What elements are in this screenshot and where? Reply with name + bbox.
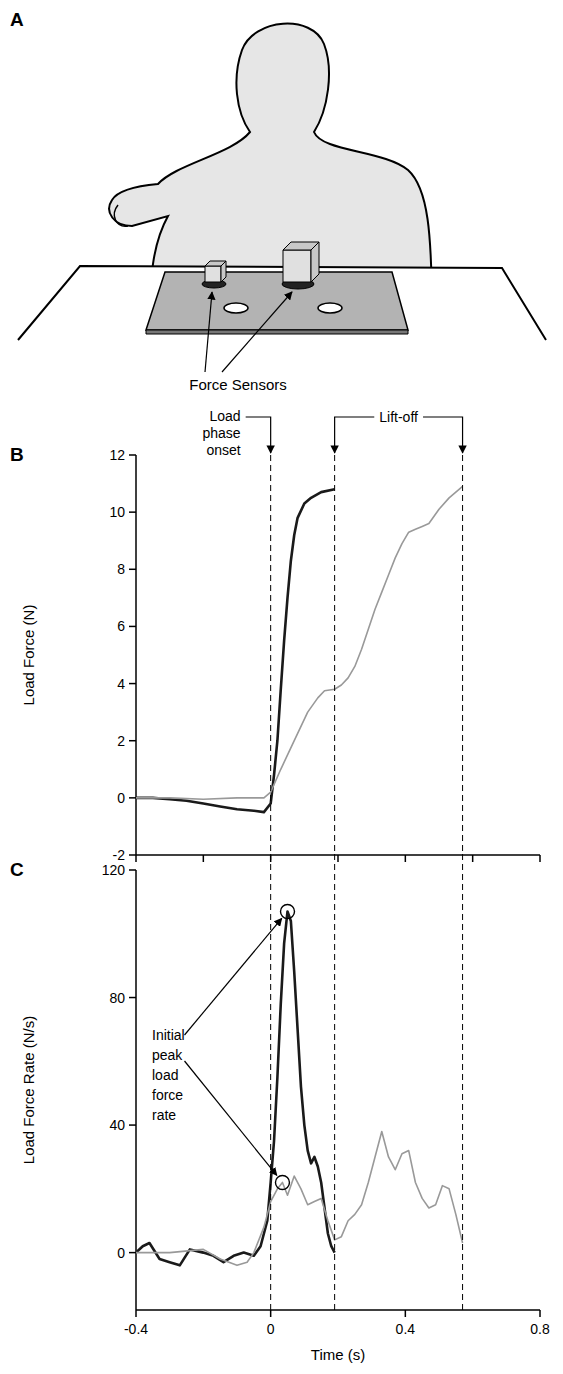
y-tick xyxy=(129,854,136,856)
x-tick xyxy=(135,855,137,862)
event-line xyxy=(270,854,271,1310)
x-tick xyxy=(472,855,474,862)
y-tick xyxy=(129,569,136,571)
annotation-arrow xyxy=(185,1061,277,1175)
y-axis xyxy=(135,870,137,1310)
y-tick xyxy=(129,740,136,742)
x-tick xyxy=(539,1310,541,1317)
y-tick xyxy=(129,511,136,513)
x-tick xyxy=(405,1310,407,1317)
board xyxy=(146,272,408,330)
series-line xyxy=(136,486,463,799)
x-tick-label: 0 xyxy=(267,1321,275,1337)
figure: A Force Sensors B -2 0 2 4 6 8 10 12 Load Force (N)… xyxy=(0,0,563,1374)
plot-area xyxy=(136,486,463,812)
annotation-line: rate xyxy=(152,1107,176,1123)
target-disc xyxy=(224,303,248,313)
x-tick xyxy=(337,855,339,862)
chart-C: C 0 40 80 120 -0.4 0 0.4 0.8 Load Force Rate (N/s… xyxy=(10,854,550,1363)
y-tick-label: -2 xyxy=(113,847,126,863)
y-axis-title: Load Force (N) xyxy=(20,605,37,706)
y-tick-label: 4 xyxy=(117,676,125,692)
event-line xyxy=(462,455,463,855)
x-tick xyxy=(135,1310,137,1317)
x-tick xyxy=(270,1310,272,1317)
y-tick-label: 8 xyxy=(117,561,125,577)
y-tick xyxy=(129,797,136,799)
y-axis-title: Load Force Rate (N/s) xyxy=(20,1016,37,1164)
sensor-label: Force Sensors xyxy=(189,376,287,393)
y-tick xyxy=(129,1124,136,1126)
annotation-line: peak xyxy=(152,1047,183,1063)
y-tick xyxy=(129,626,136,628)
y-tick-label: 0 xyxy=(117,790,125,806)
series-line xyxy=(136,911,335,1265)
y-tick-label: 80 xyxy=(109,990,125,1006)
leader-arrow xyxy=(205,292,212,372)
series-line xyxy=(136,1131,463,1265)
peak-marker xyxy=(281,904,295,918)
y-tick xyxy=(129,454,136,456)
panel-letter: C xyxy=(10,859,24,880)
y-tick-label: 10 xyxy=(109,504,125,520)
annotation-line: Load xyxy=(210,408,241,424)
annotation-line: Initial xyxy=(152,1027,185,1043)
y-tick-label: 0 xyxy=(117,1245,125,1261)
y-tick xyxy=(129,1252,136,1254)
annotation: Lift-off xyxy=(379,409,418,425)
annotation-bracket xyxy=(423,417,463,453)
annotation-bracket xyxy=(246,417,271,453)
annotation: Loadphaseonset xyxy=(203,408,241,458)
annotation-arrow xyxy=(185,918,282,1035)
large-object xyxy=(283,250,311,282)
board-edge xyxy=(146,330,408,334)
leader-arrow xyxy=(222,292,292,372)
x-tick-label: -0.4 xyxy=(124,1321,148,1337)
y-tick-label: 12 xyxy=(109,447,125,463)
y-axis xyxy=(135,455,137,855)
annotation-line: onset xyxy=(206,442,240,458)
y-tick-label: 120 xyxy=(102,862,126,878)
x-tick xyxy=(203,855,205,862)
event-line xyxy=(270,455,271,855)
annotation-bracket xyxy=(335,417,375,453)
y-tick xyxy=(129,683,136,685)
y-tick-label: 2 xyxy=(117,733,125,749)
small-object xyxy=(205,266,221,282)
x-tick-label: 0.4 xyxy=(396,1321,416,1337)
event-line xyxy=(462,854,463,1310)
event-line xyxy=(334,455,335,855)
large-object-side xyxy=(283,242,319,282)
hand xyxy=(114,205,128,226)
annotation-line: phase xyxy=(203,425,241,441)
panel-letter: A xyxy=(10,9,24,30)
y-tick xyxy=(129,869,136,871)
x-axis-title: Time (s) xyxy=(311,1346,365,1363)
x-tick-label: 0.8 xyxy=(530,1321,550,1337)
plot-area xyxy=(136,911,463,1265)
event-line xyxy=(334,854,335,1310)
y-tick-label: 6 xyxy=(117,618,125,634)
panel-letter: B xyxy=(10,444,24,465)
annotation: Initial peak load force rate xyxy=(152,1027,185,1123)
x-tick xyxy=(539,855,541,862)
series-line xyxy=(136,489,335,812)
annotation-line: load xyxy=(152,1067,178,1083)
panel-a: A Force Sensors xyxy=(10,9,546,393)
y-tick-label: 40 xyxy=(109,1117,125,1133)
y-tick xyxy=(129,997,136,999)
x-axis xyxy=(136,1309,540,1311)
x-tick xyxy=(405,855,407,862)
small-object-side xyxy=(205,261,226,282)
target-disc xyxy=(318,303,342,313)
peak-marker xyxy=(275,1175,289,1189)
annotation-line: force xyxy=(152,1087,183,1103)
chart-B: B -2 0 2 4 6 8 10 12 Load Force (N) Loadphaseonset… xyxy=(10,408,540,863)
